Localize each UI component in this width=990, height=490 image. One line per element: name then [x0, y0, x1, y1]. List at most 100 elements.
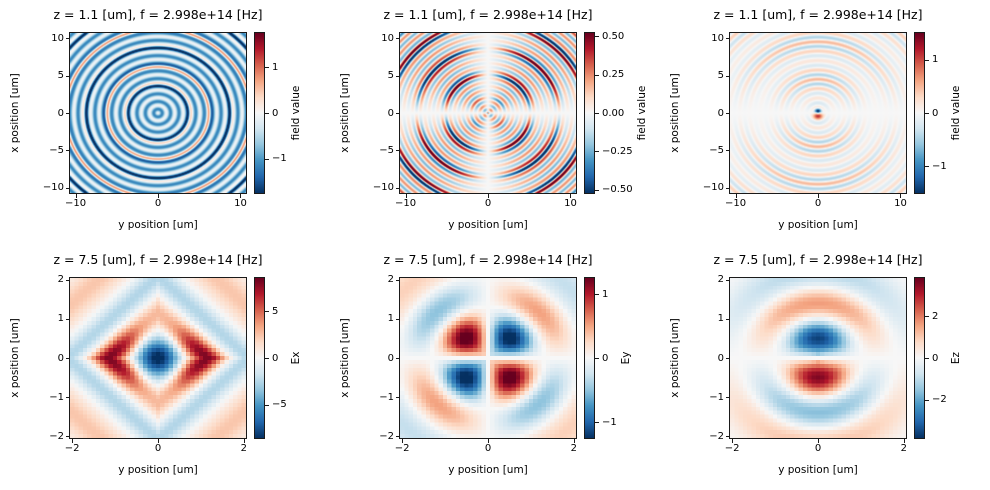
subplot-title: z = 1.1 [um], f = 2.998e+14 [Hz]	[383, 7, 593, 22]
tick-mark	[488, 439, 489, 443]
tick-mark	[925, 399, 929, 401]
tick-mark	[396, 150, 400, 152]
x-tick-label: −2	[724, 443, 740, 454]
y-tick-label: 5	[57, 70, 64, 81]
x-tick-label: 0	[484, 443, 492, 454]
y-tick-label: 5	[717, 70, 724, 81]
y-tick-label: 2	[387, 274, 394, 286]
x-tick-label: −10	[64, 198, 87, 209]
x-tick-label: 0	[814, 198, 822, 209]
y-tick-label: −1	[379, 391, 394, 403]
tick-mark	[66, 150, 70, 152]
y-tick-label: 1	[387, 313, 394, 325]
tick-mark	[595, 74, 599, 76]
x-axis-label: y position [um]	[118, 219, 198, 231]
subplot: z = 7.5 [um], f = 2.998e+14 [Hz] x positi…	[660, 245, 990, 490]
tick-mark	[925, 316, 929, 318]
tick-mark	[396, 358, 400, 359]
heatmap-canvas	[400, 278, 576, 438]
tick-mark	[595, 189, 599, 191]
colorbar-frame	[254, 32, 265, 194]
tick-mark	[595, 151, 599, 153]
y-tick-label: −1	[49, 391, 64, 403]
tick-mark	[66, 113, 70, 114]
colorbar-label: Ey	[620, 351, 632, 365]
tick-mark	[396, 38, 400, 40]
colorbar-label: Ex	[290, 351, 302, 365]
tick-mark	[732, 439, 734, 443]
colorbar-tick-label: −1	[602, 416, 617, 428]
y-tick-label: −5	[49, 144, 64, 156]
colorbar-tick-label: −2	[932, 394, 947, 406]
tick-mark	[726, 436, 730, 438]
colorbar-tick-label: 0	[602, 352, 609, 364]
x-axis-label: y position [um]	[778, 219, 858, 231]
x-tick-label: 10	[234, 198, 247, 209]
colorbar-frame	[584, 277, 595, 439]
tick-mark	[925, 113, 929, 114]
x-tick-label: −2	[394, 443, 410, 454]
colorbar-canvas	[585, 278, 594, 438]
colorbar-frame	[254, 277, 265, 439]
tick-mark	[488, 194, 489, 198]
tick-mark	[903, 439, 905, 443]
y-tick-label: 5	[387, 70, 394, 81]
y-tick-label: 2	[57, 274, 64, 286]
y-tick-label: 10	[381, 32, 394, 44]
subplot: z = 7.5 [um], f = 2.998e+14 [Hz] x positi…	[0, 245, 330, 490]
tick-mark	[595, 36, 599, 38]
x-tick-label: 2	[570, 443, 578, 454]
x-axis-label: y position [um]	[778, 464, 858, 476]
x-tick-label: 10	[894, 198, 907, 209]
subplot-title: z = 7.5 [um], f = 2.998e+14 [Hz]	[383, 252, 593, 267]
tick-mark	[66, 38, 70, 40]
y-tick-label: 10	[51, 32, 64, 44]
x-tick-label: 0	[154, 443, 162, 454]
tick-mark	[265, 311, 269, 313]
y-tick-label: 0	[387, 107, 394, 119]
tick-mark	[396, 318, 400, 320]
tick-mark	[66, 358, 70, 359]
y-tick-label: 2	[717, 274, 724, 286]
tick-mark	[396, 187, 400, 189]
tick-mark	[265, 358, 269, 359]
subplot: z = 1.1 [um], f = 2.998e+14 [Hz] x positi…	[0, 0, 330, 245]
y-tick-label: 0	[57, 352, 64, 364]
subplot-title: z = 7.5 [um], f = 2.998e+14 [Hz]	[53, 252, 263, 267]
x-axis-label: y position [um]	[118, 464, 198, 476]
y-tick-label: 1	[717, 313, 724, 325]
tick-mark	[726, 150, 730, 152]
y-tick-label: −1	[709, 391, 724, 403]
colorbar-frame	[914, 277, 925, 439]
tick-mark	[265, 404, 269, 406]
x-tick-label: 2	[240, 443, 248, 454]
x-tick-label: 10	[564, 198, 577, 209]
tick-mark	[726, 113, 730, 114]
colorbar-label: Ez	[950, 351, 962, 365]
colorbar-canvas	[915, 33, 924, 193]
tick-mark	[595, 113, 599, 114]
colorbar-tick-label: 1	[272, 61, 279, 73]
tick-mark	[726, 358, 730, 359]
tick-mark	[925, 59, 929, 61]
x-tick-label: 2	[900, 443, 908, 454]
colorbar-tick-label: 0	[932, 352, 939, 364]
heatmap-canvas	[730, 33, 906, 193]
tick-mark	[396, 397, 400, 399]
colorbar-canvas	[255, 278, 264, 438]
x-tick-label: −10	[394, 198, 417, 209]
x-axis-label: y position [um]	[448, 464, 528, 476]
colorbar-tick-label: −1	[932, 160, 947, 172]
tick-mark	[595, 294, 599, 295]
tick-mark	[900, 194, 902, 198]
y-tick-label: 0	[717, 107, 724, 119]
tick-mark	[405, 194, 407, 198]
tick-mark	[243, 439, 245, 443]
x-tick-label: 0	[154, 198, 162, 209]
y-tick-label: −2	[709, 430, 724, 442]
tick-mark	[595, 358, 599, 359]
tick-mark	[726, 187, 730, 189]
tick-mark	[726, 397, 730, 399]
colorbar-canvas	[255, 33, 264, 193]
x-tick-label: 0	[814, 443, 822, 454]
